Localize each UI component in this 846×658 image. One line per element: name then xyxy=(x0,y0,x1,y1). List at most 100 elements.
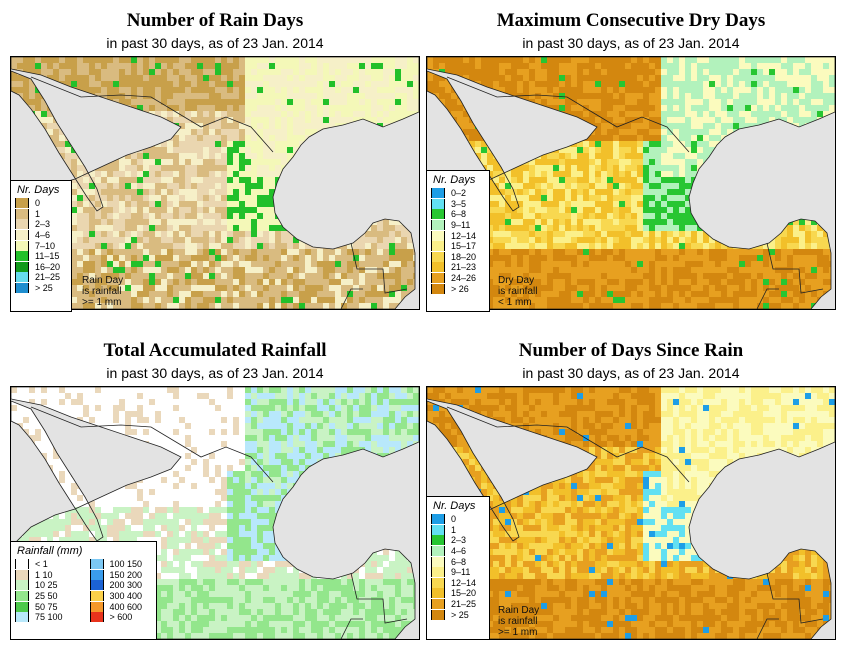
legend-label: > 25 xyxy=(35,283,53,294)
panel-title: Maximum Consecutive Dry Days xyxy=(496,10,766,31)
country-border xyxy=(30,406,408,639)
legend-swatch xyxy=(89,559,104,570)
legend-row: 3–5 xyxy=(427,198,476,210)
legend-row: 0 xyxy=(11,198,60,209)
legend-swatch xyxy=(89,601,104,612)
panel-title: Number of Rain Days xyxy=(126,10,304,31)
land-cells xyxy=(11,57,419,309)
legend-label: 0 xyxy=(451,514,457,525)
legend-swatch xyxy=(431,273,445,284)
legend-label: 4–6 xyxy=(451,546,467,557)
legend-label: 150 200 xyxy=(109,569,143,580)
legend-label: 50 75 xyxy=(35,601,58,612)
legend-label: 18–20 xyxy=(451,251,477,262)
legend-label: 200 300 xyxy=(109,580,143,591)
legend-swatch xyxy=(15,591,29,602)
coastline xyxy=(427,57,835,309)
legend-row: 150 200 xyxy=(86,569,156,581)
legend-swatch xyxy=(15,261,29,272)
legend-swatch xyxy=(15,230,29,241)
legend-row: 21–23 xyxy=(427,262,476,273)
map-dry-days xyxy=(426,56,836,310)
legend-swatch xyxy=(15,580,29,591)
legend-row: 0 xyxy=(427,514,476,525)
legend-row: 300 400 xyxy=(86,591,156,602)
legend-swatch xyxy=(431,556,445,567)
legend-label: 2–3 xyxy=(35,219,51,230)
legend-row: 4–6 xyxy=(427,546,476,557)
map-rain-days xyxy=(10,56,420,310)
legend-label: 0–2 xyxy=(451,188,467,199)
legend-label: 9–11 xyxy=(451,220,471,231)
legend-swatch xyxy=(431,577,445,588)
legend-swatch xyxy=(431,609,445,620)
note: Dry Day is rainfall < 1 mm xyxy=(498,275,537,308)
legend-row: 50 75 xyxy=(11,601,83,612)
legend-label: 16–20 xyxy=(35,261,61,272)
legend-swatch xyxy=(15,198,29,209)
panel-subtitle: in past 30 days, as of 23 Jan. 2014 xyxy=(522,365,740,381)
legend-items: 100 150 150 200 200 300 300 400 400 600 > 600 xyxy=(86,559,156,623)
legend-label: 21–25 xyxy=(451,599,477,610)
legend-swatch xyxy=(15,569,29,580)
legend-label: 6–8 xyxy=(451,209,467,220)
legend-title: Nr. Days xyxy=(17,184,60,196)
legend-label: 400 600 xyxy=(109,601,143,612)
note: Rain Day is rainfall >= 1 mm xyxy=(498,605,539,638)
country-border xyxy=(446,76,824,309)
legend-label: 0 xyxy=(35,198,41,209)
map-canvas xyxy=(11,387,419,639)
legend-row: > 25 xyxy=(11,283,60,294)
legend-row: 10 25 xyxy=(11,580,83,591)
legend-swatch xyxy=(431,535,445,546)
legend-swatch xyxy=(15,559,29,570)
note-line: Dry Day xyxy=(498,275,535,286)
legend-label: 24–26 xyxy=(451,273,477,284)
legend-label: 21–25 xyxy=(35,272,61,283)
legend-row: < 1 xyxy=(11,559,83,570)
note-line: >= 1 mm xyxy=(82,297,122,308)
legend-swatch xyxy=(15,272,29,283)
legend-swatch xyxy=(431,198,445,209)
legend-row: 200 300 xyxy=(86,580,156,591)
legend-label: 2–3 xyxy=(451,535,467,546)
legend-title: Nr. Days xyxy=(433,500,476,512)
legend-label: 7–10 xyxy=(35,240,56,251)
legend-row: 1 xyxy=(427,524,476,536)
legend-row: > 600 xyxy=(86,612,156,623)
panel-title: Number of Days Since Rain xyxy=(518,340,744,361)
legend-label: > 26 xyxy=(451,283,469,294)
legend-label: < 1 xyxy=(35,559,48,570)
legend-label: 300 400 xyxy=(109,591,143,602)
legend-label: 1 xyxy=(35,208,41,219)
note-line: Rain Day xyxy=(82,275,124,286)
legend-label: 12–14 xyxy=(451,577,477,588)
legend-swatch xyxy=(431,567,445,578)
legend-swatch xyxy=(431,524,445,535)
legend-row: 6–8 xyxy=(427,209,476,220)
panel-title: Total Accumulated Rainfall xyxy=(103,340,327,361)
legend-row: 24–26 xyxy=(427,273,476,284)
legend-swatch xyxy=(431,588,445,599)
map-canvas xyxy=(11,57,419,309)
legend-items: 0 1 2–3 4–6 6–8 9–11 12–14 15–20 21–25 > 25 xyxy=(427,514,476,620)
legend-swatch xyxy=(431,514,445,525)
legend-swatch xyxy=(15,612,29,623)
legend-swatch xyxy=(15,251,29,262)
legend-row: 1 10 xyxy=(11,569,83,581)
legend-row: 7–10 xyxy=(11,240,60,251)
legend-row: 6–8 xyxy=(427,556,476,567)
legend-row: 2–3 xyxy=(427,535,476,546)
legend-label: 9–11 xyxy=(451,567,471,578)
legend-swatch xyxy=(15,219,29,230)
note-line: is rainfall xyxy=(82,286,122,297)
panel-subtitle: in past 30 days, as of 23 Jan. 2014 xyxy=(106,365,324,381)
legend-swatch xyxy=(89,569,104,580)
legend-swatch xyxy=(89,612,104,623)
legend: Nr. Days 0–2 3–5 6–8 9–11 12–14 15–17 18–20 21–… xyxy=(426,170,490,312)
legend-row: 12–14 xyxy=(427,577,477,589)
legend-row: > 25 xyxy=(427,609,476,620)
note: Rain Day is rainfall >= 1 mm xyxy=(82,275,123,308)
